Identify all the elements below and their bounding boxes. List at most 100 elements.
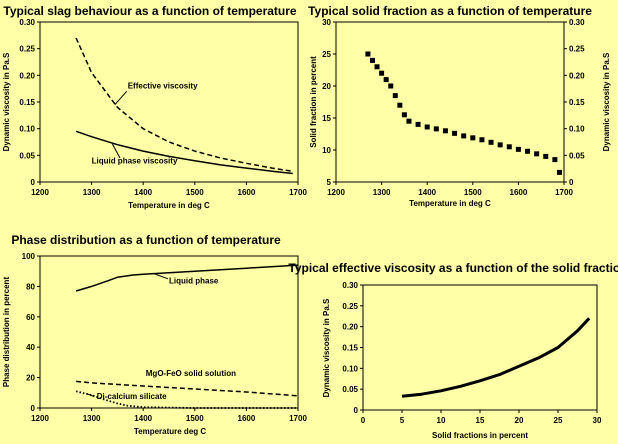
y2-tick-label: 0.30: [569, 18, 585, 27]
x-tick-label: 1600: [238, 188, 256, 197]
chart2-y2-tick-labels: 0 0.05 0.10 0.15 0.20 0.25 0.30: [564, 18, 585, 187]
data-point: [433, 126, 439, 132]
chart-slag-viscosity: Typical slag behaviour as a function of …: [2, 4, 307, 210]
data-point: [452, 130, 458, 136]
data-point: [470, 135, 476, 141]
y-tick-label: 5: [327, 178, 332, 187]
chart2-title: Typical solid fraction as a function of …: [308, 4, 592, 18]
y-tick-label: 40: [26, 343, 35, 352]
annotation-leader: [86, 393, 95, 398]
chart1-y-label: Dynamic viscosity in Pa.S: [2, 52, 11, 151]
chart2-y-tick-labels: 5 10 15 20 25 30: [322, 18, 336, 187]
chart3-title: Phase distribution as a function of temp…: [11, 233, 281, 247]
chart2-y2-label: Dynamic viscosity in Pa.S: [602, 52, 611, 151]
x-tick-label: 1300: [83, 414, 101, 423]
annotation-leader: [153, 273, 169, 280]
data-point: [365, 51, 371, 57]
y2-tick-label: 0: [569, 178, 574, 187]
x-tick-label: 20: [515, 416, 524, 425]
annotation-label: Effective viscosity: [128, 82, 198, 91]
y-tick-label: 0.15: [342, 344, 358, 353]
chart4-plot-area: [362, 284, 598, 411]
data-point: [506, 144, 512, 150]
chart4-x-label: Solid fractions in percent: [432, 431, 528, 440]
data-point: [525, 148, 531, 154]
data-point: [379, 70, 385, 76]
chart2-x-label: Temperature in deg C: [409, 199, 491, 208]
chart4-x-tick-labels: 0 5 10 15 20 25 30: [361, 410, 602, 425]
y-tick-label: 20: [322, 82, 331, 91]
chart4-series: [401, 317, 591, 398]
data-point: [479, 137, 485, 143]
chart3-annotations: Liquid phase MgO-FeO solid solution Di-cal…: [86, 273, 236, 401]
chart1-x-label: Temperature in deg C: [128, 201, 210, 210]
y-tick-label: 0.10: [19, 125, 35, 134]
annotation-label: MgO-FeO solid solution: [146, 369, 236, 378]
chart3-plot-area: [39, 255, 299, 409]
chart3-x-tick-labels: 1200 1300 1400 1500 1600 1700: [31, 408, 307, 423]
y-tick-label: 0.25: [342, 302, 358, 311]
data-point: [424, 124, 430, 130]
y-tick-label: 0.30: [342, 281, 358, 290]
x-tick-label: 5: [400, 416, 405, 425]
series-line-effective-viscosity: [75, 37, 293, 173]
x-tick-label: 1600: [238, 414, 256, 423]
y-tick-label: 0: [31, 178, 36, 187]
data-point: [497, 142, 503, 148]
x-tick-label: 1400: [134, 188, 152, 197]
data-point: [406, 118, 412, 124]
chart3-series: [75, 264, 299, 409]
y-tick-label: 0.20: [19, 71, 35, 80]
data-point: [552, 157, 558, 163]
data-point: [415, 121, 421, 127]
x-tick-label: 1400: [418, 188, 436, 197]
y-tick-label: 0.15: [19, 98, 35, 107]
x-tick-label: 1500: [464, 188, 482, 197]
chart4-title: Typical effective viscosity as a functio…: [288, 261, 618, 275]
data-point: [556, 169, 562, 175]
x-tick-label: 1700: [289, 414, 307, 423]
chart4-y-label: Dynamic viscosity in Pa.S: [322, 298, 331, 397]
chart3-y-tick-labels: 0 20 40 60 80 100: [22, 252, 40, 413]
x-tick-label: 15: [476, 416, 485, 425]
chart1-plot-area: [39, 21, 299, 183]
y-tick-label: 15: [322, 114, 331, 123]
annotation-leader: [111, 143, 121, 159]
data-point: [392, 93, 398, 99]
data-point: [461, 133, 467, 139]
y-tick-label: 0.05: [19, 151, 35, 160]
data-point: [374, 64, 380, 70]
annotation-label: Liquid phase viscosity: [92, 156, 178, 165]
chart1-title: Typical slag behaviour as a function of …: [3, 4, 297, 18]
series-line-mgo-feo-solid-solution: [76, 380, 299, 397]
annotation-leader: [114, 91, 128, 105]
data-point: [515, 146, 521, 152]
series-line-liquid-phase-viscosity: [75, 130, 293, 175]
x-tick-label: 1600: [510, 188, 528, 197]
series-line-main: [401, 317, 591, 398]
y-tick-label: 0: [354, 406, 359, 415]
y-tick-label: 0.05: [342, 385, 358, 394]
chart3-y-label: Phase distribution in percent: [2, 277, 11, 388]
data-point: [401, 112, 407, 118]
data-point: [397, 102, 403, 108]
y-tick-label: 20: [26, 374, 35, 383]
y-tick-label: 0.25: [19, 45, 35, 54]
data-point: [442, 128, 448, 134]
chart1-y-tick-labels: 0 0.05 0.10 0.15 0.20 0.25 0.30: [19, 18, 40, 187]
y2-tick-label: 0.20: [569, 71, 585, 80]
y-tick-label: 25: [322, 50, 331, 59]
chart2-x-tick-labels: 1200 1300 1400 1500 1600 1700: [327, 182, 573, 197]
y2-tick-label: 0.05: [569, 151, 585, 160]
data-point: [388, 83, 394, 89]
x-tick-label: 1200: [31, 414, 49, 423]
series-line-liquid-phase: [75, 264, 299, 292]
y-tick-label: 10: [322, 146, 331, 155]
x-tick-label: 1500: [186, 188, 204, 197]
y2-tick-label: 0.10: [569, 125, 585, 134]
data-point: [383, 77, 389, 83]
x-tick-label: 1700: [555, 188, 573, 197]
chart2-plot-area: [335, 21, 565, 183]
y2-tick-label: 0.15: [569, 98, 585, 107]
